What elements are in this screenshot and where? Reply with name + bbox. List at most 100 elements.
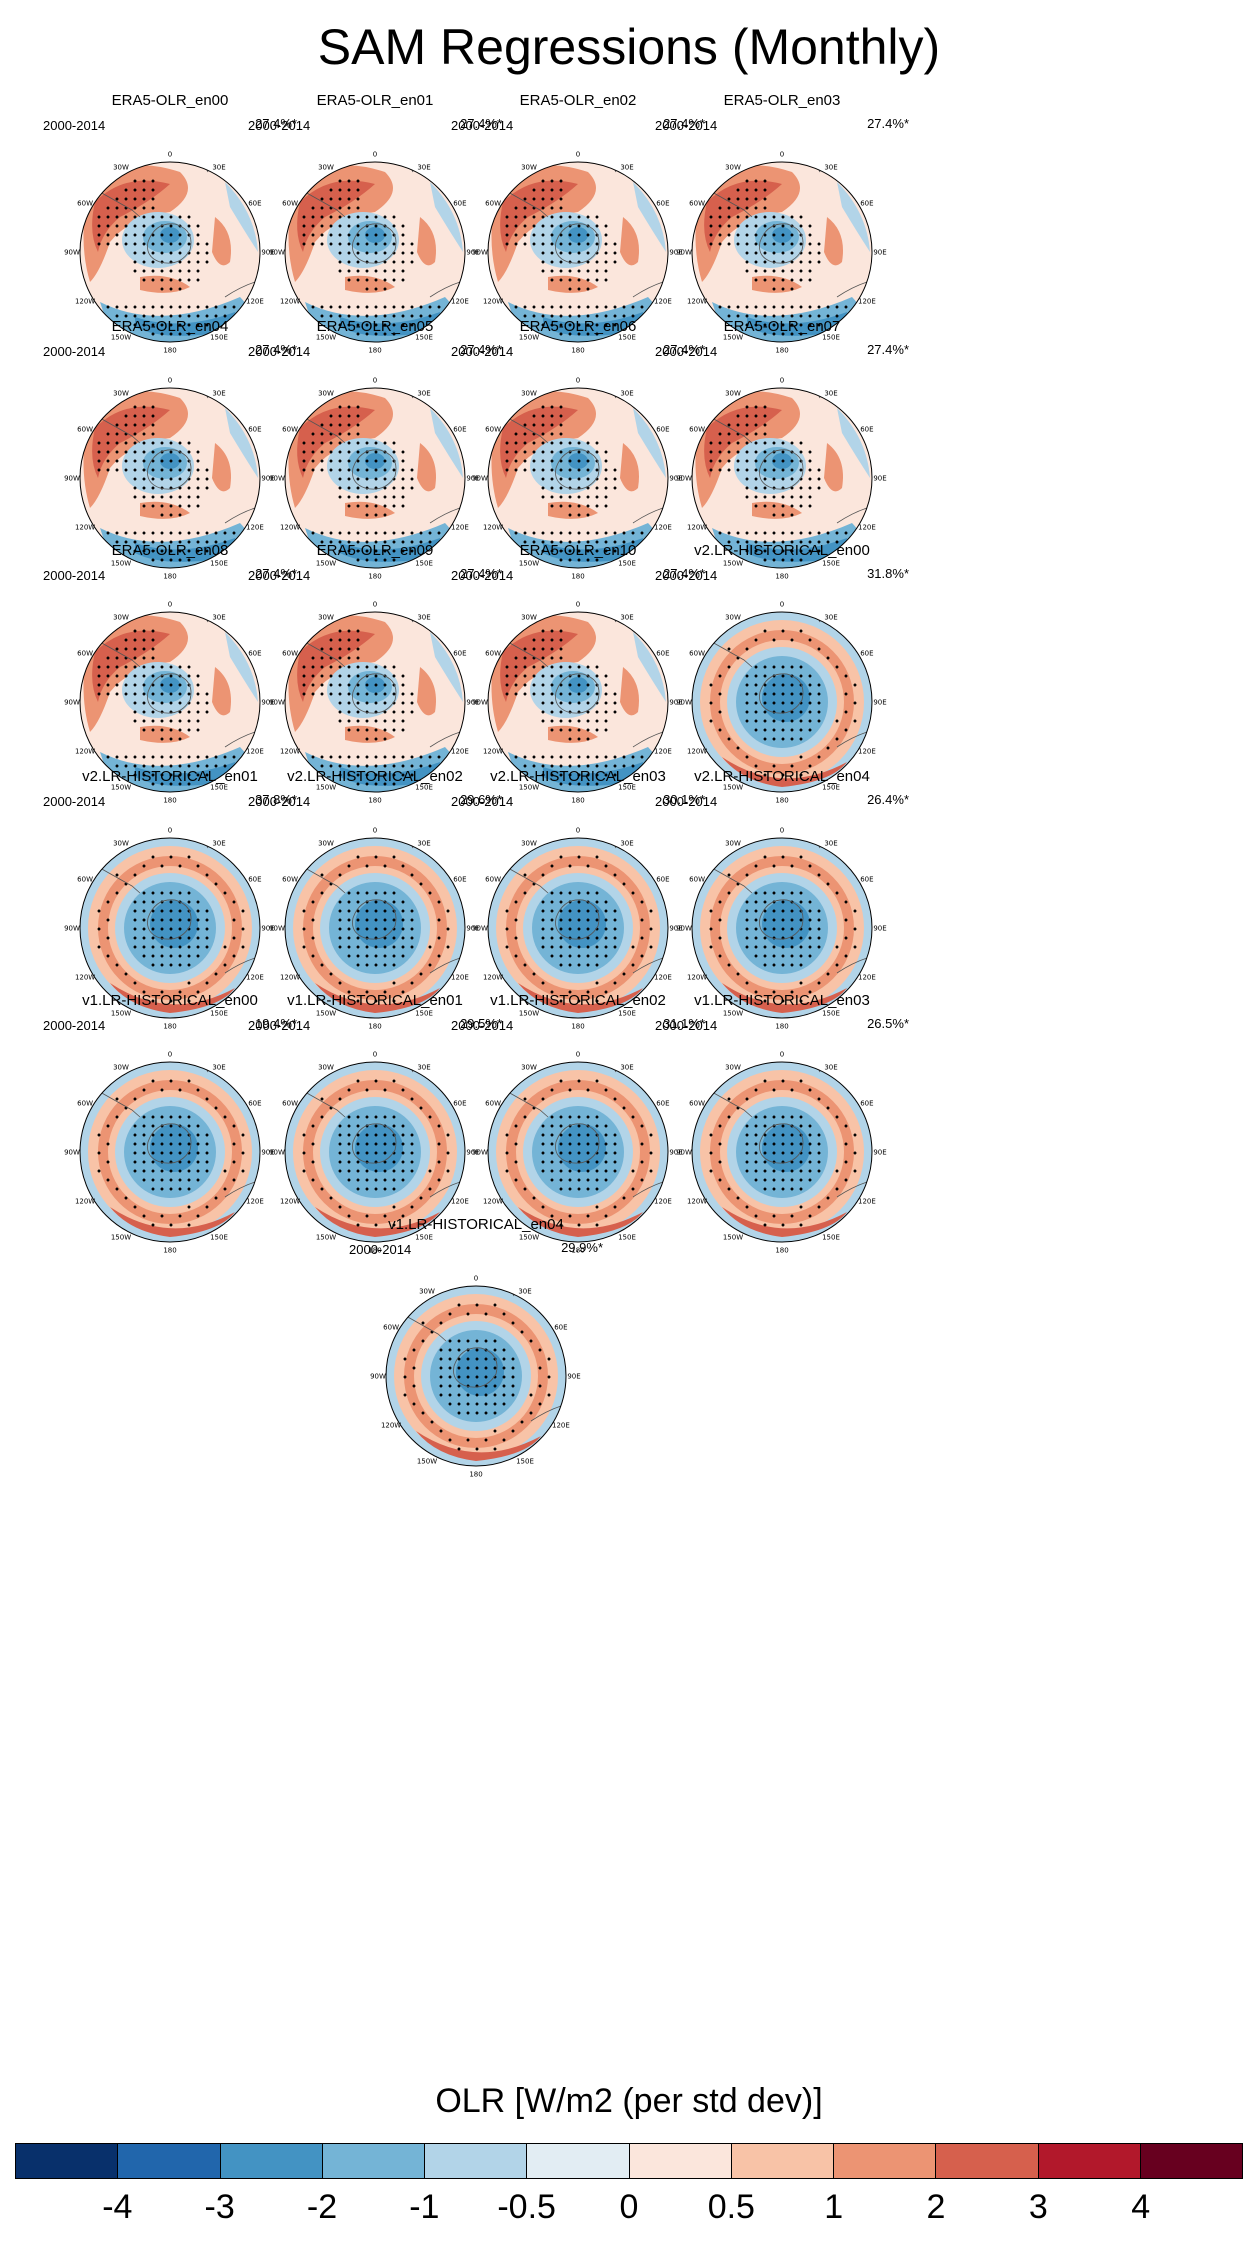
map-boundary bbox=[284, 837, 466, 1019]
longitude-label: 180 bbox=[163, 1023, 176, 1031]
longitude-label: 60E bbox=[248, 876, 261, 884]
longitude-label: 120E bbox=[451, 974, 469, 982]
longitude-label: 150E bbox=[210, 333, 228, 341]
longitude-label: 60W bbox=[282, 1100, 298, 1108]
map-panel: v2.LR-HISTORICAL_en00 2000-2014 31.8%* 0 30E… bbox=[637, 542, 927, 842]
longitude-label: 120E bbox=[858, 748, 876, 756]
map-boundary bbox=[691, 1061, 873, 1243]
colorbar-tick-label: -3 bbox=[204, 2188, 235, 2226]
olr-field bbox=[80, 1062, 260, 1242]
panel-title: ERA5-OLR_en03 bbox=[723, 92, 841, 109]
longitude-label: 150E bbox=[822, 1233, 840, 1241]
colorbar-tick-label: 0 bbox=[619, 2188, 639, 2226]
longitude-label: 60W bbox=[282, 200, 298, 208]
longitude-label: 150E bbox=[415, 1009, 433, 1017]
longitude-label: 30E bbox=[824, 1064, 837, 1072]
longitude-label: 60W bbox=[689, 876, 705, 884]
longitude-label: 120E bbox=[451, 524, 469, 532]
longitude-label: 60E bbox=[453, 1100, 466, 1108]
longitude-label: 60E bbox=[656, 876, 669, 884]
longitude-label: 60E bbox=[860, 1100, 873, 1108]
longitude-label: 30W bbox=[521, 614, 537, 622]
coastline bbox=[507, 867, 549, 894]
polar-map: 0 30E 60E 90E 120E 150E 180 150W 120W 90W 60W 30W bbox=[676, 1051, 887, 1255]
olr-field bbox=[692, 838, 872, 1018]
panel-title: v2.LR-HISTORICAL_en02 bbox=[287, 768, 463, 785]
longitude-label: 120W bbox=[280, 524, 300, 532]
longitude-label: 30E bbox=[212, 840, 225, 848]
olr-field bbox=[80, 388, 260, 568]
panel-variance-pct: 29.9%* bbox=[561, 1240, 603, 1255]
longitude-label: 180 bbox=[775, 1247, 788, 1255]
panel-variance-pct: 27.4%* bbox=[255, 116, 297, 131]
longitude-label: 180 bbox=[368, 1023, 381, 1031]
longitude-label: 30W bbox=[725, 614, 741, 622]
longitude-label: 0 bbox=[780, 377, 784, 385]
coastline bbox=[147, 1123, 192, 1164]
longitude-label: 120E bbox=[451, 298, 469, 306]
longitude-label: 150W bbox=[519, 1009, 539, 1017]
colorbar-title: OLR [W/m2 (per std dev)] bbox=[435, 2082, 823, 2120]
longitude-label: 120W bbox=[483, 974, 503, 982]
longitude-label: 120W bbox=[687, 298, 707, 306]
longitude-label: 60W bbox=[485, 1100, 501, 1108]
longitude-label: 90E bbox=[261, 249, 274, 257]
panel-title: ERA5-OLR_en08 bbox=[111, 542, 229, 559]
longitude-label: 120E bbox=[246, 524, 264, 532]
panel-title: v2.LR-HISTORICAL_en01 bbox=[82, 768, 258, 785]
longitude-label: 30W bbox=[725, 164, 741, 172]
colorbar-box bbox=[629, 2144, 732, 2178]
panel-years: 2000-2014 bbox=[451, 568, 514, 583]
panel-variance-pct: 27.4%* bbox=[460, 342, 502, 357]
longitude-label: 0 bbox=[168, 151, 172, 159]
panel-title: v2.LR-HISTORICAL_en04 bbox=[694, 768, 870, 785]
longitude-label: 90W bbox=[64, 475, 80, 483]
longitude-label: 120W bbox=[75, 524, 95, 532]
longitude-label: 60E bbox=[656, 426, 669, 434]
longitude-label: 60E bbox=[248, 1100, 261, 1108]
panel-variance-pct: 30.1%* bbox=[663, 792, 705, 807]
longitude-label: 0 bbox=[474, 1275, 478, 1283]
longitude-label: 60W bbox=[77, 650, 93, 658]
longitude-label: 120W bbox=[75, 298, 95, 306]
longitude-label: 90E bbox=[466, 475, 479, 483]
panel-title: v1.LR-HISTORICAL_en04 bbox=[388, 1216, 564, 1233]
longitude-label: 90W bbox=[269, 925, 285, 933]
panel-title: ERA5-OLR_en09 bbox=[316, 542, 434, 559]
panel-years: 2000-2014 bbox=[43, 1018, 106, 1033]
longitude-label: 30E bbox=[620, 390, 633, 398]
coastline bbox=[759, 1123, 804, 1164]
longitude-label: 150W bbox=[111, 559, 131, 567]
longitude-label: 150E bbox=[822, 783, 840, 791]
panel-variance-pct: 19.4%* bbox=[255, 1016, 297, 1031]
map-panel: ERA5-OLR_en10 2000-2014 27.4%* 0 30E 60E 90E 12… bbox=[433, 542, 723, 842]
longitude-label: 0 bbox=[373, 151, 377, 159]
olr-field bbox=[386, 1286, 566, 1466]
panel-years: 2000-2014 bbox=[43, 118, 106, 133]
coastline bbox=[711, 417, 753, 444]
map-panel: v1.LR-HISTORICAL_en04 2000-2014 29.9%* 0 30E… bbox=[331, 1216, 621, 1516]
coastline bbox=[224, 1181, 256, 1198]
coastline bbox=[711, 867, 753, 894]
longitude-label: 60W bbox=[689, 1100, 705, 1108]
colorbar-box bbox=[731, 2144, 834, 2178]
longitude-label: 90E bbox=[669, 1149, 682, 1157]
longitude-label: 30W bbox=[521, 1064, 537, 1072]
longitude-label: 30E bbox=[620, 1064, 633, 1072]
colorbar-tick-label: 1 bbox=[824, 2188, 844, 2226]
panel-years: 2000-2014 bbox=[248, 1018, 311, 1033]
map-boundary bbox=[487, 837, 669, 1019]
map-panel: ERA5-OLR_en05 2000-2014 27.4%* 0 30E 60E 90E 12… bbox=[230, 318, 520, 618]
coastline bbox=[759, 223, 804, 264]
coastline bbox=[429, 281, 461, 298]
longitude-label: 0 bbox=[576, 151, 580, 159]
coastline bbox=[507, 417, 549, 444]
significance-stipples bbox=[505, 1079, 653, 1227]
longitude-label: 120E bbox=[654, 298, 672, 306]
longitude-label: 150E bbox=[618, 559, 636, 567]
longitude-label: 0 bbox=[373, 1051, 377, 1059]
significance-stipples bbox=[97, 1079, 245, 1227]
map-boundary bbox=[79, 837, 261, 1019]
longitude-label: 90E bbox=[669, 925, 682, 933]
longitude-label: 0 bbox=[373, 377, 377, 385]
